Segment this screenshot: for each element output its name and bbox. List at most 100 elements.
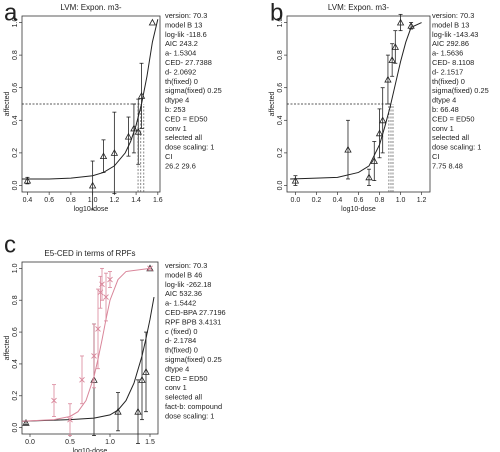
x-tick-label: 1.2 xyxy=(417,197,427,204)
y-tick-label: 1.0 xyxy=(277,18,284,28)
y-tick-label: 0.4 xyxy=(277,115,284,125)
model-stat: dose scaling: 1 xyxy=(165,143,214,152)
x-tick-label: 1.0 xyxy=(396,197,406,204)
x-tick-label: 0.0 xyxy=(25,439,35,446)
y-tick-label: 0.0 xyxy=(277,181,284,191)
x-axis-label: log10-dose xyxy=(73,448,108,452)
data-point xyxy=(99,152,108,160)
data-point xyxy=(79,377,85,383)
model-stat: b: 66.48 xyxy=(432,105,459,114)
model-stat: a- 1.5636 xyxy=(432,49,463,58)
model-stat: a- 1.5442 xyxy=(165,299,196,308)
x-tick-label: 1.2 xyxy=(109,197,119,204)
model-stat: c (fixed) 0 xyxy=(165,327,197,336)
x-tick-label: 0.5 xyxy=(65,439,75,446)
model-stat: version: 70.3 xyxy=(432,11,474,20)
model-stat: AIC 292.86 xyxy=(432,39,469,48)
data-point xyxy=(103,294,109,300)
data-point xyxy=(91,353,97,359)
data-point xyxy=(22,419,30,426)
model-stat: CED- 8.1108 xyxy=(432,58,474,67)
data-point xyxy=(375,129,384,137)
data-point xyxy=(344,145,352,153)
x-tick-label: 1.5 xyxy=(145,439,155,446)
model-stat: sigma(fixed) 0.25 xyxy=(432,86,489,95)
x-tick-label: 0.6 xyxy=(354,197,364,204)
y-tick-label: 0.2 xyxy=(12,391,19,401)
x-tick-label: 0.8 xyxy=(66,197,76,204)
model-stat: fact-b: compound xyxy=(165,402,222,411)
data-point xyxy=(365,173,373,181)
x-tick-label: 1.0 xyxy=(105,439,115,446)
model-stat: version: 70.3 xyxy=(165,11,207,20)
y-tick-label: 0.8 xyxy=(277,50,284,60)
panel-label: a xyxy=(4,0,18,26)
model-stat: log-lik -143.43 xyxy=(432,30,478,39)
model-stat: dtype 4 xyxy=(432,96,456,105)
model-stat: CED- 27.7388 xyxy=(165,58,212,67)
model-stat: dtype 4 xyxy=(165,364,189,373)
y-tick-label: 1.0 xyxy=(12,263,19,273)
x-tick-label: 0.6 xyxy=(44,197,54,204)
model-stat: AIC 243.2 xyxy=(165,39,198,48)
model-stat: th(fixed) 0 xyxy=(432,77,465,86)
y-tick-label: 0.8 xyxy=(12,295,19,305)
model-stat: 7.75 8.48 xyxy=(432,161,463,170)
model-stat: conv 1 xyxy=(165,383,187,392)
data-point xyxy=(391,43,399,50)
model-stat: log-lik -118.6 xyxy=(165,30,207,39)
x-tick-label: 1.4 xyxy=(131,197,141,204)
model-stat: sigma(fixed) 0.25 xyxy=(165,355,222,364)
data-point xyxy=(147,265,153,272)
model-stat: conv 1 xyxy=(165,124,187,133)
data-point xyxy=(388,56,396,63)
model-stat: RPF BPB 3.4131 xyxy=(165,317,221,326)
y-tick-label: 1.0 xyxy=(12,18,19,28)
x-tick-label: 0.4 xyxy=(23,197,33,204)
data-point xyxy=(95,326,101,332)
model-stat: b: 253 xyxy=(165,105,186,114)
y-tick-label: 0.8 xyxy=(12,50,19,60)
data-point xyxy=(124,132,133,140)
data-point xyxy=(396,18,405,26)
data-point xyxy=(148,18,157,26)
y-tick-label: 0.2 xyxy=(277,148,284,158)
model-stat: sigma(fixed) 0.25 xyxy=(165,86,222,95)
y-axis-label: affected xyxy=(269,92,276,117)
data-point xyxy=(291,176,300,184)
y-tick-label: 0.6 xyxy=(277,83,284,93)
plot-frame xyxy=(21,261,159,435)
model-stat: th(fixed) 0 xyxy=(165,346,198,355)
data-point xyxy=(384,75,392,83)
data-point xyxy=(88,181,97,189)
data-point xyxy=(67,416,73,423)
y-tick-label: 0.0 xyxy=(12,423,19,433)
model-stat: d- 2.1784 xyxy=(165,336,196,345)
fit-curve xyxy=(290,22,422,180)
model-stat: model B 13 xyxy=(165,20,202,29)
y-axis-label: affected xyxy=(4,336,11,361)
model-stat: CI xyxy=(432,152,439,161)
fit-curve xyxy=(22,19,159,180)
model-stat: conv 1 xyxy=(432,124,454,133)
fit-curve xyxy=(21,267,151,422)
chart-title: LVM: Expon. m3- xyxy=(60,3,122,12)
model-stat: model B 46 xyxy=(165,270,202,279)
data-point xyxy=(51,397,57,404)
x-tick-label: 0.4 xyxy=(333,197,343,204)
panel-label: c xyxy=(4,231,16,258)
x-tick-label: 0.2 xyxy=(312,197,322,204)
model-stat: dose scaling: 1 xyxy=(432,143,481,152)
y-tick-label: 0.2 xyxy=(12,148,19,158)
x-axis-label: log10-dose xyxy=(341,206,376,213)
data-point xyxy=(134,407,142,415)
model-stat: CI xyxy=(165,152,172,161)
chart-title: E5-CED in terms of RPFs xyxy=(44,249,135,258)
model-stat: AIC 532.36 xyxy=(165,289,202,298)
model-stat: CED = ED50 xyxy=(165,114,208,123)
model-stat: dose scaling: 1 xyxy=(165,411,214,420)
model-stat: CED = ED50 xyxy=(165,374,208,383)
model-stat: selected all xyxy=(165,133,202,142)
data-point xyxy=(379,116,387,124)
